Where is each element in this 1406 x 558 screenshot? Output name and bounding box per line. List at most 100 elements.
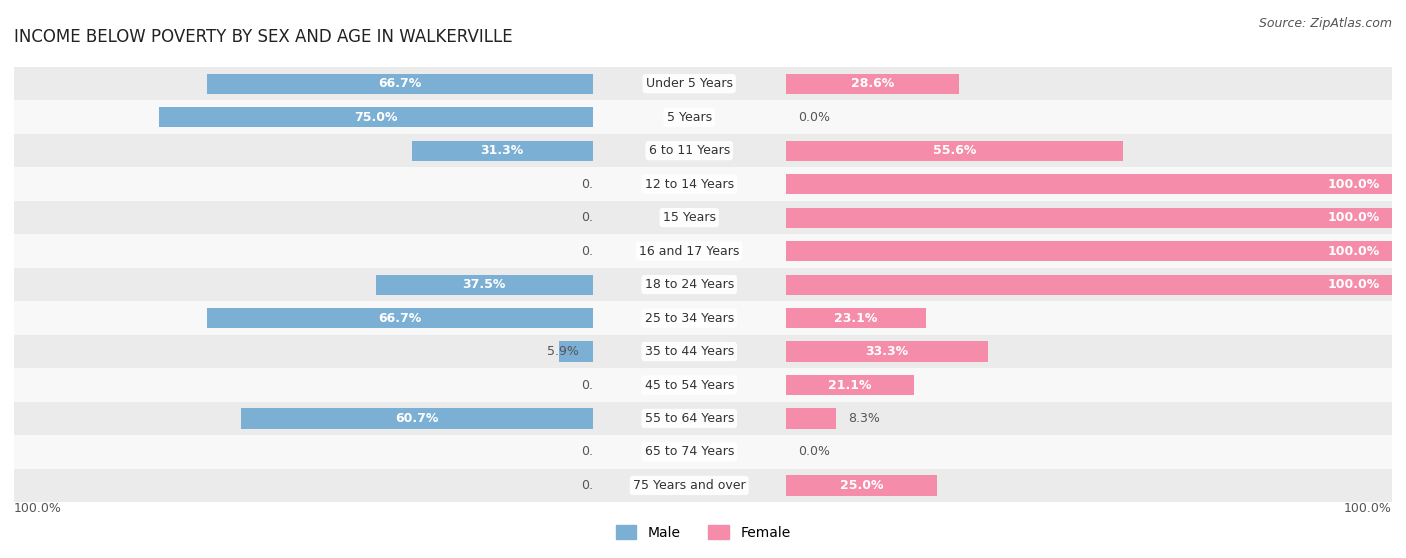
Bar xyxy=(593,301,786,335)
Bar xyxy=(786,167,794,201)
Bar xyxy=(593,402,1406,435)
Bar xyxy=(786,67,797,100)
Text: 12 to 14 Years: 12 to 14 Years xyxy=(645,177,734,191)
Bar xyxy=(0,402,593,435)
Bar xyxy=(786,201,1392,234)
Text: 0.0%: 0.0% xyxy=(581,244,613,258)
Bar xyxy=(0,100,593,134)
Bar xyxy=(593,134,1406,167)
Text: 25.0%: 25.0% xyxy=(839,479,883,492)
Bar xyxy=(593,469,786,502)
Text: 35 to 44 Years: 35 to 44 Years xyxy=(644,345,734,358)
Bar xyxy=(593,335,1406,368)
Bar xyxy=(14,301,593,335)
Bar xyxy=(786,469,1392,502)
Bar xyxy=(786,100,1392,134)
Bar xyxy=(786,268,794,301)
Bar xyxy=(786,74,959,94)
Bar xyxy=(0,167,593,201)
Text: 75 Years and over: 75 Years and over xyxy=(633,479,745,492)
Text: 66.7%: 66.7% xyxy=(378,77,422,90)
Text: 0.0%: 0.0% xyxy=(581,445,613,459)
Bar xyxy=(593,435,786,469)
Bar xyxy=(786,469,792,502)
Bar xyxy=(786,141,1123,161)
Bar xyxy=(786,475,938,496)
Bar xyxy=(786,368,793,402)
Bar xyxy=(14,469,593,502)
Bar xyxy=(593,201,786,234)
Text: Under 5 Years: Under 5 Years xyxy=(645,77,733,90)
Bar xyxy=(786,201,794,234)
Bar xyxy=(593,435,1406,469)
Bar xyxy=(786,275,1392,295)
Bar xyxy=(0,435,593,469)
Text: 100.0%: 100.0% xyxy=(1327,244,1379,258)
Bar xyxy=(412,141,593,161)
Text: 55 to 64 Years: 55 to 64 Years xyxy=(644,412,734,425)
Bar xyxy=(14,67,593,100)
Bar xyxy=(558,341,593,362)
Text: 0.0%: 0.0% xyxy=(581,211,613,224)
Text: 15 Years: 15 Years xyxy=(662,211,716,224)
Bar xyxy=(14,234,593,268)
Bar xyxy=(593,67,1406,100)
Bar xyxy=(786,268,1392,301)
Bar xyxy=(593,134,786,167)
Bar xyxy=(786,408,837,429)
Bar xyxy=(14,100,593,134)
Bar xyxy=(375,275,593,295)
Text: 21.1%: 21.1% xyxy=(828,378,872,392)
Text: INCOME BELOW POVERTY BY SEX AND AGE IN WALKERVILLE: INCOME BELOW POVERTY BY SEX AND AGE IN W… xyxy=(14,28,513,46)
Bar xyxy=(0,335,593,368)
Text: 37.5%: 37.5% xyxy=(463,278,506,291)
Bar xyxy=(786,134,796,167)
Text: Source: ZipAtlas.com: Source: ZipAtlas.com xyxy=(1258,17,1392,30)
Bar xyxy=(786,67,1392,100)
Bar xyxy=(786,435,792,469)
Bar xyxy=(0,134,593,167)
Bar xyxy=(786,402,793,435)
Bar xyxy=(0,201,593,234)
Bar xyxy=(786,375,914,395)
Bar xyxy=(242,408,593,429)
Bar xyxy=(593,234,1406,268)
Bar xyxy=(159,107,593,127)
Text: 0.0%: 0.0% xyxy=(581,479,613,492)
Bar xyxy=(786,208,1392,228)
Bar xyxy=(207,308,593,328)
Bar xyxy=(14,201,593,234)
Bar xyxy=(14,134,593,167)
Text: 75.0%: 75.0% xyxy=(354,110,398,124)
Bar xyxy=(786,341,987,362)
Bar xyxy=(0,368,593,402)
Text: 8.3%: 8.3% xyxy=(848,412,880,425)
Text: 45 to 54 Years: 45 to 54 Years xyxy=(644,378,734,392)
Bar xyxy=(14,435,593,469)
Text: 31.3%: 31.3% xyxy=(481,144,524,157)
Bar xyxy=(14,167,593,201)
Bar xyxy=(14,335,593,368)
Text: 23.1%: 23.1% xyxy=(834,311,877,325)
Text: 28.6%: 28.6% xyxy=(851,77,894,90)
Text: 0.0%: 0.0% xyxy=(797,110,830,124)
Bar xyxy=(786,301,1392,335)
Bar xyxy=(786,234,1392,268)
Bar xyxy=(14,402,593,435)
Bar xyxy=(593,368,786,402)
Bar xyxy=(593,167,1406,201)
Bar xyxy=(0,268,593,301)
Bar xyxy=(786,368,1392,402)
Bar xyxy=(593,268,1406,301)
Text: 100.0%: 100.0% xyxy=(1327,177,1379,191)
Bar xyxy=(207,74,593,94)
Text: 65 to 74 Years: 65 to 74 Years xyxy=(644,445,734,459)
Text: 100.0%: 100.0% xyxy=(1327,278,1379,291)
Bar xyxy=(593,368,1406,402)
Text: 66.7%: 66.7% xyxy=(378,311,422,325)
Text: 0.0%: 0.0% xyxy=(581,177,613,191)
Bar xyxy=(593,234,786,268)
Bar xyxy=(786,308,925,328)
Bar xyxy=(786,167,1392,201)
Text: 100.0%: 100.0% xyxy=(1327,211,1379,224)
